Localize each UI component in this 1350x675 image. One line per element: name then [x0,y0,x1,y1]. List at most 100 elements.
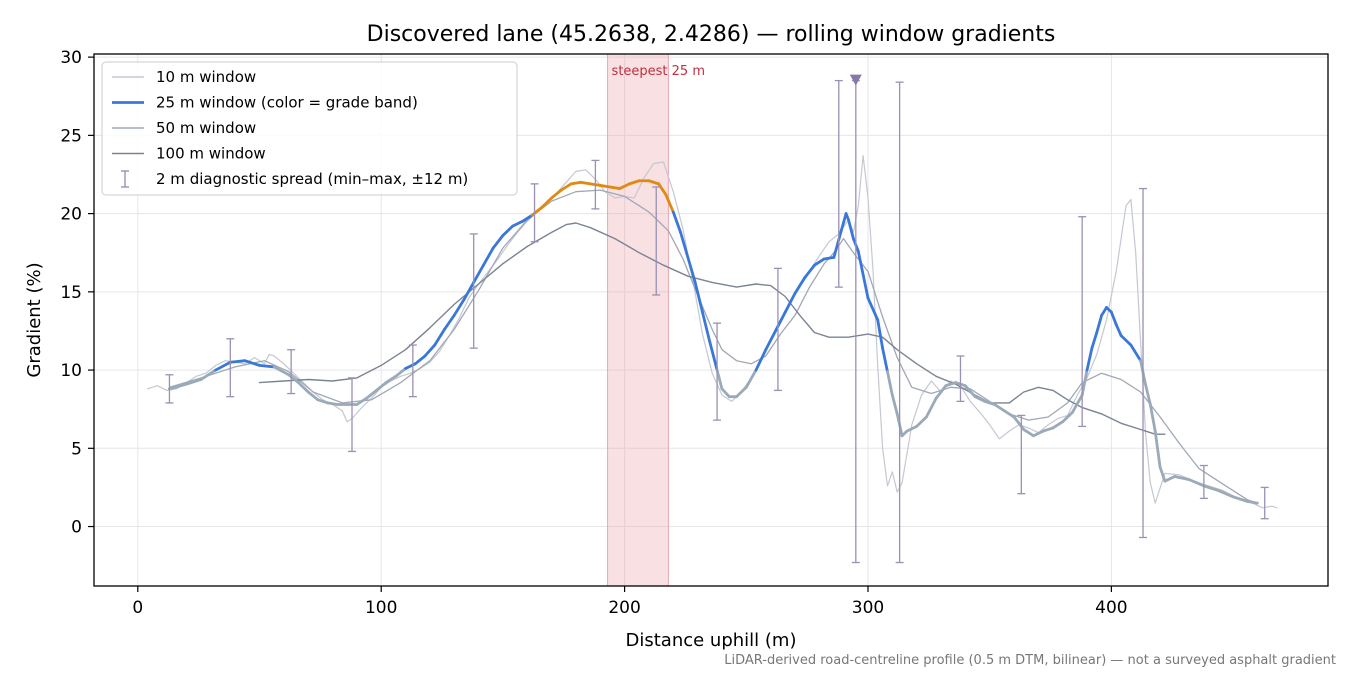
banded-segment [243,359,261,367]
banded-segment [1187,478,1206,488]
banded-segment [657,182,668,197]
banded-segment [890,393,899,416]
banded-segment [876,318,884,350]
banded-segment [550,188,563,200]
banded-segment [511,220,524,228]
banded-segment [1129,343,1142,363]
banded-segment [569,180,583,186]
banded-segment [847,218,855,241]
banded-segment [783,291,797,314]
banded-segment [822,256,836,261]
y-tick-label: 15 [60,283,82,303]
banded-segment [258,363,276,369]
legend-label: 100 m window [156,145,266,163]
banded-segment [679,230,690,259]
error-bar [287,349,296,395]
banded-segment [316,398,330,405]
banded-segment [793,276,807,295]
banded-segment [1202,484,1220,492]
banded-segment [228,359,247,364]
banded-segment [1246,500,1259,505]
banded-segment [628,179,641,186]
banded-segment [686,256,697,284]
banded-segment [944,381,958,388]
banded-segment [915,415,928,428]
y-tick-label: 10 [60,361,82,381]
banded-segment [839,212,848,233]
series-line-1 [146,155,1278,509]
legend-entry: 10 m window [112,68,256,86]
x-tick-label: 300 [852,598,884,618]
banded-segment [413,354,427,366]
banded-segment [326,401,339,406]
banded-segment [973,395,987,403]
banded-segment [1085,346,1094,372]
banded-segment [306,390,320,402]
banded-segment [813,257,826,267]
banded-segment [1012,415,1026,431]
banded-segment [1114,323,1123,338]
banded-segment [832,229,843,259]
legend-entry: 25 m window (color = grade band) [112,94,418,112]
error-bar [1260,486,1269,520]
error-bar [1139,187,1148,539]
banded-segment [185,378,203,386]
series-lines [146,155,1278,509]
banded-segment [365,389,378,400]
banded-segment [647,179,661,186]
banded-segment [701,310,712,344]
banded-segment [1061,410,1074,424]
banded-segment [1095,313,1104,334]
banded-segment [482,246,495,267]
error-bars [165,79,1269,564]
banded-segment [472,263,485,284]
x-tick-label: 0 [132,598,143,618]
banded-segment [925,396,938,419]
error-bar [530,183,539,243]
banded-segment [1100,306,1108,317]
legend-label: 10 m window [156,68,256,86]
banded-segment [803,263,816,280]
error-bar [652,186,661,296]
banded-segment [1158,465,1167,483]
banded-segment [1051,420,1065,430]
banded-segment [618,182,631,190]
banded-segment [598,184,612,189]
legend-box [101,61,518,196]
banded-segment [735,385,748,399]
legend-label: 2 m diagnostic spread (min–max, ±12 m) [156,170,468,188]
banded-segment [886,370,894,397]
banded-segment [983,399,996,406]
banded-segment [1217,489,1235,499]
banded-segment [993,403,1006,413]
banded-segment [715,368,724,391]
banded-segment [1231,495,1250,503]
error-bar [1199,464,1208,500]
banded-segment [720,387,731,399]
y-tick-label: 20 [60,205,82,225]
error-bar [408,344,417,398]
banded-segment [693,281,704,314]
banded-segment [1041,426,1055,433]
banded-segment [754,348,768,372]
banded-segment [404,362,417,370]
chart-title: Discovered lane (45.2638, 2.4286) — roll… [367,22,1056,47]
banded-segment [1071,393,1084,414]
banded-segment [443,313,456,331]
error-bar [956,355,965,403]
x-tick-label: 100 [365,598,397,618]
banded-segment [530,205,544,217]
banded-segment [1148,403,1157,433]
banded-segment [1090,331,1099,350]
banded-segment [1109,310,1118,327]
banded-segment [287,373,300,384]
banded-segment [272,365,291,377]
legend-entry: 100 m window [112,145,266,163]
banded-segment [491,234,505,250]
banded-segment [199,368,218,381]
legend-entry: 2 m diagnostic spread (min–max, ±12 m) [121,170,468,188]
banded-segment [861,273,870,300]
banded-segment [963,384,977,399]
series-line-banded [168,179,1259,505]
legend-label: 50 m window [156,119,256,137]
